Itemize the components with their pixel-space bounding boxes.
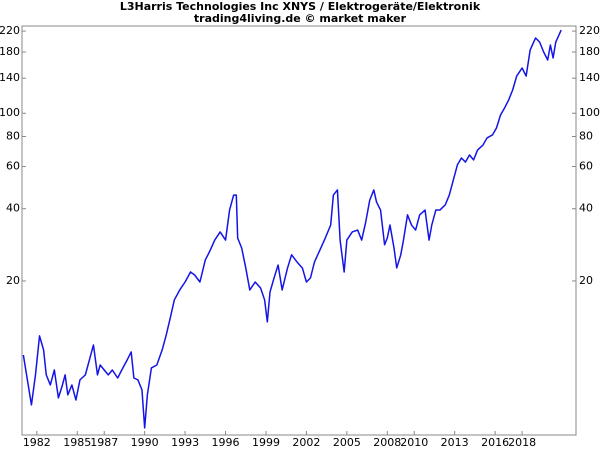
chart-title: L3Harris Technologies Inc XNYS / Elektro… [120, 0, 481, 13]
x-tick-label: 2016 [481, 436, 509, 449]
x-tick-label: 2005 [333, 436, 361, 449]
x-tick-label: 2010 [400, 436, 428, 449]
chart-subtitle: trading4living.de © market maker [194, 12, 407, 25]
y-tick-label: 80 [6, 129, 20, 142]
x-tick-label: 2018 [508, 436, 536, 449]
y-tick-label-right: 180 [579, 45, 600, 58]
y-tick-label: 220 [0, 24, 20, 37]
y-tick-label-right: 80 [579, 129, 593, 142]
y-tick-label: 20 [6, 274, 20, 287]
plot-frame [21, 25, 577, 436]
y-tick-label-right: 20 [579, 274, 593, 287]
y-tick-label-right: 40 [579, 202, 593, 215]
x-tick-label: 1982 [23, 436, 51, 449]
x-tick-label: 1985 [63, 436, 91, 449]
y-tick-label: 40 [6, 202, 20, 215]
x-tick-label: 1999 [252, 436, 280, 449]
y-tick-label-right: 100 [579, 106, 600, 119]
y-tick-label-right: 60 [579, 159, 593, 172]
x-tick-label: 1990 [131, 436, 159, 449]
x-tick-label: 2013 [441, 436, 469, 449]
x-tick-label: 1993 [171, 436, 199, 449]
y-tick-label-right: 140 [579, 71, 600, 84]
x-tick-label: 1996 [212, 436, 240, 449]
y-tick-label-right: 220 [579, 24, 600, 37]
x-tick-label: 2002 [292, 436, 320, 449]
y-tick-label: 60 [6, 159, 20, 172]
y-tick-label: 140 [0, 71, 20, 84]
price-line [22, 29, 562, 429]
x-tick-label: 1987 [90, 436, 118, 449]
y-tick-label: 180 [0, 45, 20, 58]
y-tick-label: 100 [0, 106, 20, 119]
x-tick-label: 2008 [373, 436, 401, 449]
